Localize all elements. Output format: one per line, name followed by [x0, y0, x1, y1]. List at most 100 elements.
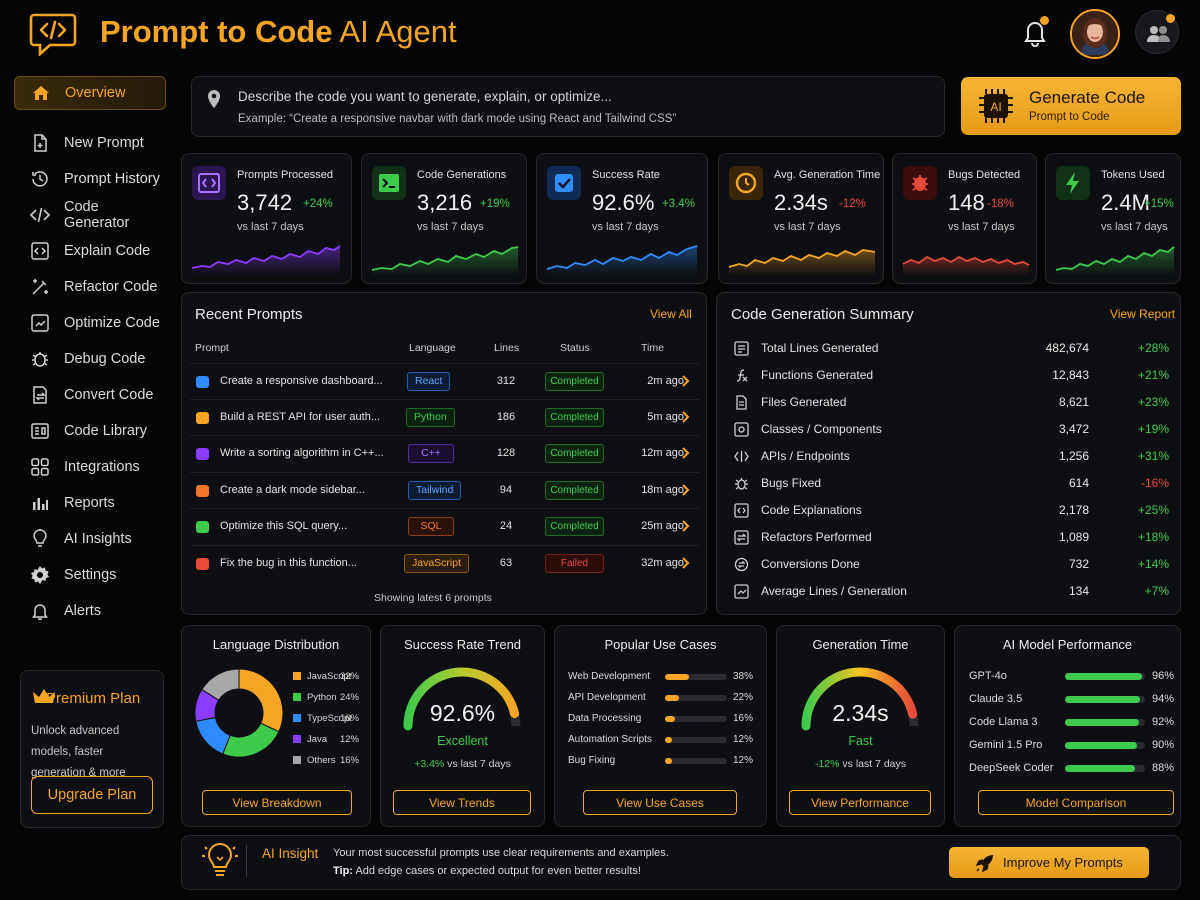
- sidebar-item-ai-insights[interactable]: AI Insights: [14, 522, 166, 556]
- prompt-icon: [196, 376, 209, 388]
- sidebar-item-reports[interactable]: Reports: [14, 486, 166, 520]
- stat-label: Avg. Generation Time: [774, 169, 881, 181]
- success-rate-change: +3.4% vs last 7 days: [414, 758, 511, 770]
- notifications-button[interactable]: [1020, 16, 1050, 48]
- sidebar-item-optimize-code[interactable]: Optimize Code: [14, 306, 166, 340]
- sidebar-item-label: Code Library: [64, 423, 148, 439]
- new-file-icon: [34, 134, 47, 152]
- status-badge: Completed: [545, 517, 604, 536]
- team-button[interactable]: [1135, 10, 1179, 54]
- use-case-bar: [665, 674, 727, 680]
- use-case-label: Bug Fixing: [568, 755, 616, 766]
- divider: [246, 845, 247, 877]
- file-icon: [736, 395, 747, 410]
- code-generation-summary-panel: [716, 292, 1181, 615]
- sidebar-item-prompt-history[interactable]: Prompt History: [14, 162, 166, 196]
- sidebar-item-new-prompt[interactable]: New Prompt: [14, 126, 166, 160]
- column-header: Status: [560, 342, 590, 354]
- summary-value: 134: [1068, 584, 1089, 598]
- summary-label: Files Generated: [761, 395, 847, 409]
- sparkline: [902, 255, 1030, 276]
- summary-value: 12,843: [1052, 368, 1089, 382]
- sidebar-item-overview[interactable]: Overview: [14, 76, 166, 110]
- prompt-text: Write a sorting algorithm in C++...: [220, 447, 384, 459]
- column-header: Language: [409, 342, 456, 354]
- summary-value: 1,256: [1058, 449, 1089, 463]
- sidebar-item-refactor-code[interactable]: Refactor Code: [14, 270, 166, 304]
- lightbulb-icon: [33, 529, 47, 547]
- language-badge: Tailwind: [408, 481, 462, 500]
- sidebar-item-settings[interactable]: Settings: [14, 558, 166, 592]
- use-case-label: API Development: [568, 692, 646, 703]
- view-breakdown-button[interactable]: View Breakdown: [202, 790, 352, 815]
- sidebar-item-alerts[interactable]: Alerts: [14, 594, 166, 628]
- stat-sub: vs last 7 days: [774, 221, 841, 233]
- premium-title: Premium Plan: [46, 690, 141, 707]
- table-row[interactable]: Write a sorting algorithm in C++... C++ …: [190, 435, 700, 471]
- model-bar: [1065, 696, 1145, 703]
- sidebar-item-explain-code[interactable]: Explain Code: [14, 234, 166, 268]
- sidebar-item-integrations[interactable]: Integrations: [14, 450, 166, 484]
- summary-row: Total Lines Generated 482,674 +28%: [724, 335, 1174, 362]
- prompt-input[interactable]: [191, 76, 945, 137]
- chevron-right-icon: [682, 520, 690, 532]
- model-performance-title: AI Model Performance: [1002, 637, 1133, 652]
- language-badge: SQL: [408, 517, 454, 536]
- table-row[interactable]: Fix the bug in this function... JavaScri…: [190, 545, 700, 581]
- sidebar: Overview New Prompt Prompt History Code …: [12, 74, 167, 630]
- sidebar-item-label: Overview: [65, 85, 126, 101]
- stat-label: Code Generations: [417, 169, 507, 181]
- improve-prompts-button[interactable]: Improve My Prompts: [949, 847, 1149, 878]
- model-name: DeepSeek Coder: [969, 762, 1054, 774]
- model-pct: 90%: [1151, 739, 1174, 751]
- use-case-bar: [665, 716, 727, 722]
- sidebar-item-debug-code[interactable]: Debug Code: [14, 342, 166, 376]
- summary-value: 732: [1068, 557, 1089, 571]
- summary-label: Average Lines / Generation: [761, 584, 907, 598]
- lightbulb-icon: [202, 843, 238, 876]
- stat-change: +19%: [480, 198, 510, 210]
- generate-code-button[interactable]: [961, 77, 1181, 135]
- table-row[interactable]: Optimize this SQL query... SQL 24 Comple…: [190, 508, 700, 544]
- popular-use-cases-panel: [554, 625, 767, 827]
- model-pct: 96%: [1151, 670, 1174, 682]
- chevron-right-icon: [682, 557, 690, 569]
- summary-value: 2,178: [1058, 503, 1089, 517]
- summary-title: Code Generation Summary: [731, 306, 914, 323]
- view-use-cases-button[interactable]: View Use Cases: [583, 790, 737, 815]
- view-performance-button[interactable]: View Performance: [789, 790, 931, 815]
- chevron-right-icon: [682, 375, 690, 387]
- prompt-text: Create a responsive dashboard...: [220, 375, 383, 387]
- model-name: Code Llama 3: [969, 716, 1038, 728]
- prompt-icon: [196, 448, 209, 460]
- status-badge: Completed: [545, 408, 604, 427]
- time-ago: 18m ago: [641, 484, 684, 496]
- summary-label: Classes / Components: [761, 422, 882, 436]
- table-row[interactable]: Create a dark mode sidebar... Tailwind 9…: [190, 472, 700, 508]
- summary-value: 3,472: [1058, 422, 1089, 436]
- insight-title: AI Insight: [262, 846, 319, 861]
- app-title: Prompt to Code AI Agent: [100, 14, 457, 49]
- view-all-link[interactable]: View All: [650, 307, 692, 321]
- convert-icon: [734, 557, 749, 572]
- stat-value: 92.6%: [592, 190, 655, 215]
- summary-row: Average Lines / Generation 134 +7%: [724, 578, 1174, 605]
- sidebar-item-code-generator[interactable]: Code Generator: [14, 198, 166, 232]
- chevron-right-icon: [682, 484, 690, 496]
- table-row[interactable]: Create a responsive dashboard... React 3…: [190, 363, 700, 399]
- summary-row: Conversions Done 732 +14%: [724, 551, 1174, 578]
- upgrade-plan-button[interactable]: Upgrade Plan: [31, 776, 153, 814]
- view-trends-button[interactable]: View Trends: [393, 790, 531, 815]
- table-row[interactable]: Build a REST API for user auth... Python…: [190, 399, 700, 435]
- user-avatar[interactable]: [1070, 9, 1120, 59]
- model-bar: [1065, 719, 1145, 726]
- view-report-link[interactable]: View Report: [1110, 307, 1176, 321]
- explain-icon: [31, 242, 49, 260]
- sidebar-item-convert-code[interactable]: Convert Code: [14, 378, 166, 412]
- premium-description: Unlock advanced models, faster generatio…: [31, 725, 126, 779]
- sidebar-item-code-library[interactable]: Code Library: [14, 414, 166, 448]
- model-pct: 94%: [1151, 693, 1174, 705]
- component-icon: [734, 422, 749, 437]
- model-comparison-button[interactable]: Model Comparison: [978, 790, 1174, 815]
- stat-card-prompts-processed: Prompts Processed 3,742 +24% vs last 7 d…: [181, 153, 352, 284]
